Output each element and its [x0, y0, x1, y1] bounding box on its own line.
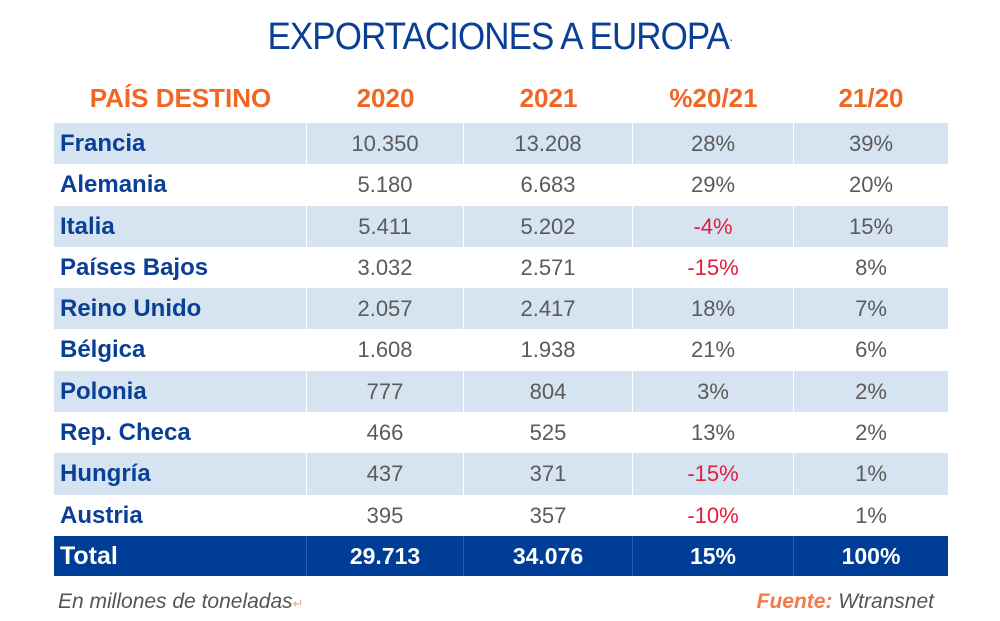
value-2020-cell: 395 [307, 494, 464, 536]
share-cell: 15% [794, 205, 948, 247]
share-cell: 6% [855, 337, 887, 363]
share-cell: 7% [794, 288, 948, 330]
share-cell: 2% [794, 370, 948, 413]
value-2020-cell: 777 [307, 370, 464, 413]
table-row: Reino Unido 2.057 2.417 18% 7% [54, 288, 948, 330]
value-2020-cell: 3.032 [307, 246, 464, 289]
source-credit: Fuente: Wtransnet [757, 590, 934, 614]
change-cell: 13% [633, 412, 794, 454]
value-2020-cell: 466 [307, 412, 464, 454]
change-cell: -4% [633, 205, 794, 247]
value-2021-cell: 2.571 [464, 246, 633, 289]
table-row: Polonia 777 804 3% 2% [54, 370, 948, 413]
value-2021-cell: 371 [464, 453, 633, 495]
value-2021-cell: 357 [464, 494, 633, 536]
change-cell: -10% [633, 494, 794, 536]
units-note-text: En millones de toneladas [58, 590, 293, 613]
column-header-change: %20/21 [669, 83, 758, 113]
formatting-mark-icon: · [729, 30, 733, 47]
column-header-share: 21/20 [838, 83, 904, 113]
share-cell: 39% [794, 123, 948, 165]
value-2021-cell: 525 [464, 412, 633, 454]
table-row: Países Bajos 3.032 2.571 -15% 8% [54, 246, 948, 289]
change-cell: -15% [633, 453, 794, 495]
value-2021-cell: 6.683 [464, 164, 633, 206]
value-2020-cell: 5.180 [307, 164, 464, 206]
share-cell: 8% [855, 254, 887, 280]
change-cell: 28% [633, 123, 794, 165]
table-row: Rep. Checa 466 525 13% 2% [54, 412, 948, 454]
value-2020-cell: 10.350 [307, 123, 464, 165]
country-cell: Reino Unido [54, 288, 307, 330]
country-cell: Rep. Checa [54, 412, 307, 454]
value-2021-cell: 13.208 [464, 123, 633, 165]
share-cell: 20% [848, 172, 894, 198]
units-note: En millones de toneladas↵ [58, 590, 304, 614]
value-2020-cell: 5.411 [307, 205, 464, 247]
country-cell: Alemania [54, 164, 307, 206]
table-header: PAÍS DESTINO 2020 2021 %20/21 21/20 [54, 78, 948, 118]
data-table: Francia 10.350 13.208 28% 39% Alemania 5.180 6.… [54, 123, 948, 536]
value-2021-cell: 804 [464, 370, 633, 413]
value-2021-cell: 2.417 [464, 288, 633, 330]
total-label: Total [54, 536, 307, 576]
change-cell: -15% [633, 246, 794, 289]
country-cell: Austria [54, 494, 307, 536]
table-row: Francia 10.350 13.208 28% 39% [54, 123, 948, 165]
change-cell: 21% [633, 329, 794, 371]
country-cell: Italia [54, 205, 307, 247]
value-2021-cell: 1.938 [464, 329, 633, 371]
source-value: Wtransnet [838, 590, 934, 613]
source-label: Fuente: [756, 590, 833, 613]
share-cell: 1% [794, 453, 948, 495]
column-header-2020: 2020 [356, 83, 415, 113]
title-text: EXPORTACIONES A EUROPA [267, 16, 731, 58]
table-row: Hungría 437 371 -15% 1% [54, 453, 948, 495]
total-share: 100% [841, 543, 901, 569]
total-row: Total 29.713 34.076 15% 100% [54, 536, 948, 576]
country-cell: Francia [54, 123, 307, 165]
country-cell: Países Bajos [54, 246, 307, 289]
table-row: Austria 395 357 -10% 1% [54, 494, 948, 536]
share-cell: 1% [855, 502, 887, 528]
total-change: 15% [633, 536, 794, 576]
country-cell: Bélgica [54, 329, 307, 371]
value-2020-cell: 437 [307, 453, 464, 495]
value-2020-cell: 2.057 [307, 288, 464, 330]
change-cell: 29% [633, 164, 794, 206]
country-cell: Hungría [54, 453, 307, 495]
paragraph-return-icon: ↵ [292, 596, 304, 611]
country-cell: Polonia [54, 370, 307, 413]
page-title: EXPORTACIONES A EUROPA· [40, 14, 960, 62]
table-row: Italia 5.411 5.202 -4% 15% [54, 205, 948, 247]
value-2021-cell: 5.202 [464, 205, 633, 247]
change-cell: 18% [633, 288, 794, 330]
value-2020-cell: 1.608 [307, 329, 464, 371]
table-row: Alemania 5.180 6.683 29% 20% [54, 164, 948, 206]
total-2020: 29.713 [307, 536, 464, 576]
change-cell: 3% [633, 370, 794, 413]
column-header-country: PAÍS DESTINO [89, 83, 272, 113]
table-row: Bélgica 1.608 1.938 21% 6% [54, 329, 948, 371]
share-cell: 2% [855, 420, 887, 446]
column-header-2021: 2021 [519, 83, 578, 113]
total-2021: 34.076 [464, 536, 633, 576]
